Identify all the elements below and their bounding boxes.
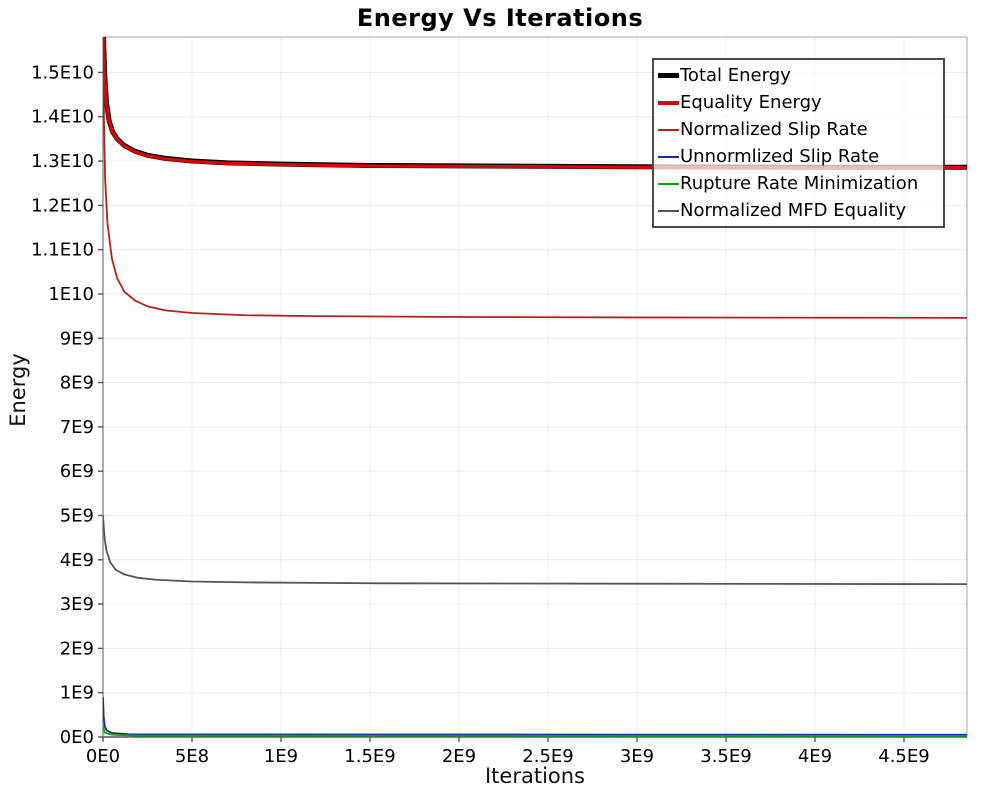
legend-item: Normalized Slip Rate [658,117,939,143]
legend-item: Equality Energy [658,90,939,116]
legend-label: Equality Energy [680,92,822,113]
x-tick-label: 4.5E9 [878,746,929,767]
y-tick-label: 0E0 [60,727,94,748]
x-tick-label: 1.5E9 [344,746,395,767]
y-tick-label: 8E9 [60,373,94,394]
legend-label: Normalized MFD Equality [680,200,907,221]
y-tick-label: 1.4E10 [31,107,94,128]
chart-title: Energy Vs Iterations [356,4,644,32]
legend-item: Total Energy [658,63,939,89]
y-tick-label: 1.1E10 [31,240,94,261]
legend-label: Normalized Slip Rate [680,119,868,140]
y-tick-label: 2E9 [60,638,94,659]
x-tick-label: 3E9 [620,746,654,767]
y-tick-label: 1.2E10 [31,195,94,216]
legend-swatch [658,155,679,158]
legend-swatch [658,128,679,131]
series-line-rupture-rate-minimization [103,725,967,737]
legend-label: Unnormlized Slip Rate [680,146,880,167]
y-tick-label: 1.5E10 [31,62,94,83]
y-tick-label: 9E9 [60,328,94,349]
series-line-equality-energy [103,37,967,170]
x-tick-label: 2E9 [442,746,476,767]
series-line-unnormlized-slip-rate [103,697,967,736]
legend-item: Normalized MFD Equality [658,198,939,224]
legend-swatch [658,100,679,105]
x-axis-label: Iterations [484,764,586,788]
x-tick-label: 0E0 [86,746,120,767]
y-tick-label: 1.3E10 [31,151,94,172]
legend-swatch [658,73,679,78]
legend: Total Energy Equality Energy Normalized Sl… [652,58,945,228]
x-tick-label: 3.5E9 [700,746,751,767]
y-tick-label: 1E9 [60,683,94,704]
legend-label: Total Energy [680,65,791,86]
y-tick-label: 7E9 [60,417,94,438]
legend-swatch [658,182,679,185]
series-line-normalized-slip-rate [103,37,967,319]
y-tick-label: 4E9 [60,550,94,571]
legend-item: Unnormlized Slip Rate [658,144,939,170]
series-line-normalized-mfd-equality [103,515,967,586]
y-tick-label: 3E9 [60,594,94,615]
legend-swatch [658,209,679,212]
y-tick-label: 1E10 [48,284,94,305]
y-tick-label: 5E9 [60,505,94,526]
x-tick-label: 2.5E9 [522,746,573,767]
y-tick-label: 6E9 [60,461,94,482]
legend-item: Rupture Rate Minimization [658,171,939,197]
x-tick-label: 5E8 [175,746,209,767]
legend-label: Rupture Rate Minimization [680,173,919,194]
x-tick-label: 1E9 [264,746,298,767]
x-tick-label: 4E9 [798,746,832,767]
